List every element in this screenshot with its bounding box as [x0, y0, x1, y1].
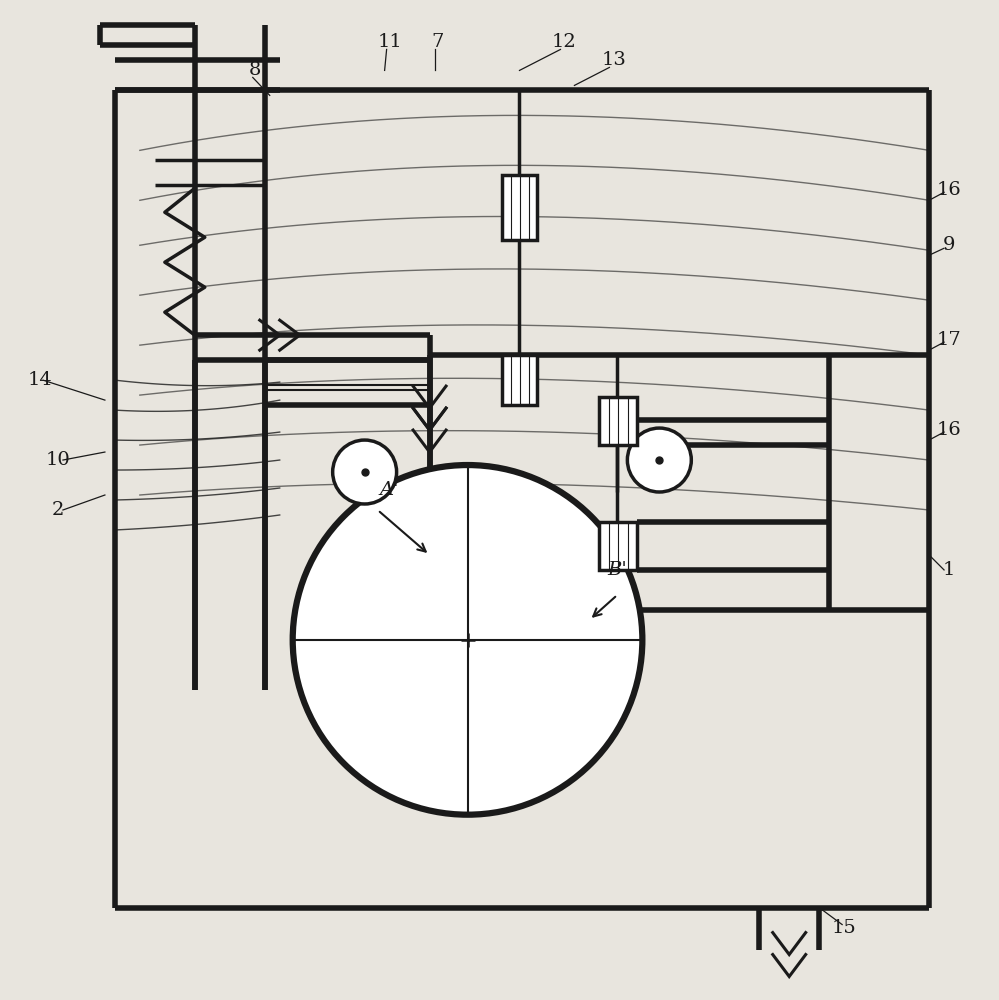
Text: 16: 16 — [937, 421, 961, 439]
Bar — [599, 397, 637, 445]
Text: 1: 1 — [943, 561, 955, 579]
Text: 16: 16 — [937, 181, 961, 199]
Bar — [502, 175, 537, 240]
Text: 15: 15 — [832, 919, 856, 937]
Circle shape — [627, 428, 691, 492]
Text: 7: 7 — [432, 33, 444, 51]
Circle shape — [333, 440, 397, 504]
Text: 8: 8 — [249, 61, 261, 79]
Text: 2: 2 — [52, 501, 64, 519]
Bar — [599, 522, 637, 570]
Text: 12: 12 — [552, 33, 576, 51]
Text: 11: 11 — [378, 33, 402, 51]
Text: 17: 17 — [937, 331, 961, 349]
Bar — [502, 355, 537, 405]
Text: 9: 9 — [943, 236, 955, 254]
Text: 14: 14 — [28, 371, 52, 389]
Text: A': A' — [380, 481, 400, 499]
Text: 10: 10 — [46, 451, 70, 469]
Text: B': B' — [607, 561, 627, 579]
Circle shape — [293, 465, 642, 815]
Text: 13: 13 — [602, 51, 626, 69]
